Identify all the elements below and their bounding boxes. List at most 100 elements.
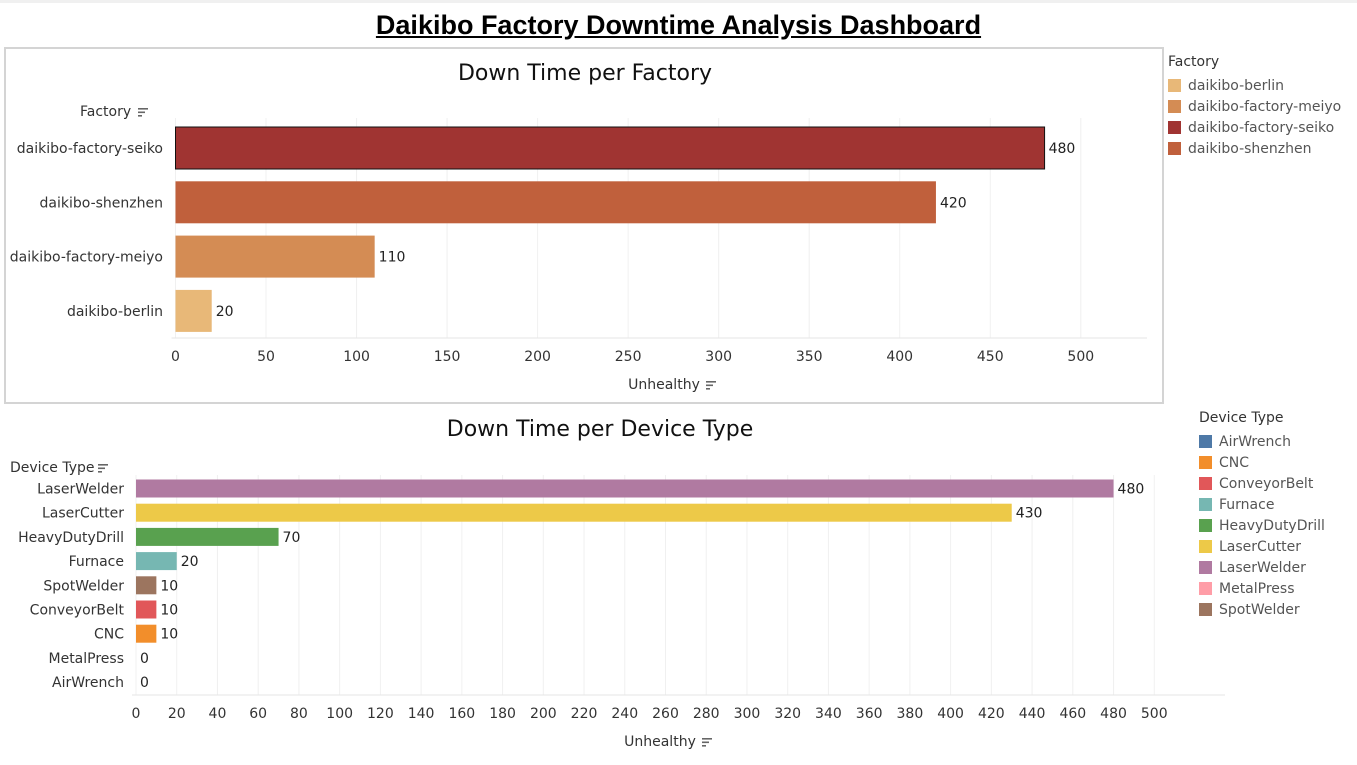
device-x-tick-label: 420 bbox=[978, 706, 1005, 722]
factory-legend-item-daikibo-factory-seiko[interactable]: daikibo-factory-seiko bbox=[1168, 117, 1341, 138]
factory-legend-swatch bbox=[1168, 100, 1181, 113]
factory-bar-daikibo-shenzhen[interactable] bbox=[175, 181, 936, 224]
device-value-label: 70 bbox=[283, 530, 301, 546]
device-bar-laserwelder[interactable] bbox=[136, 479, 1114, 498]
device-value-label: 0 bbox=[140, 675, 149, 691]
factory-x-tick-label: 250 bbox=[615, 349, 642, 365]
device-x-tick-label: 120 bbox=[367, 706, 394, 722]
device-bar-conveyorbelt[interactable] bbox=[136, 600, 157, 619]
device-value-label: 0 bbox=[140, 651, 149, 667]
factory-value-label: 420 bbox=[940, 195, 967, 211]
factory-x-tick-label: 150 bbox=[434, 349, 461, 365]
device-x-tick-label: 360 bbox=[856, 706, 883, 722]
device-legend-label: HeavyDutyDrill bbox=[1219, 517, 1325, 534]
device-legend-swatch bbox=[1199, 603, 1212, 616]
factory-legend-item-daikibo-shenzhen[interactable]: daikibo-shenzhen bbox=[1168, 138, 1341, 159]
device-value-label: 480 bbox=[1118, 482, 1145, 498]
factory-x-tick-label: 400 bbox=[886, 349, 913, 365]
device-legend-swatch bbox=[1199, 477, 1212, 490]
factory-chart-title: Down Time per Factory bbox=[457, 61, 713, 86]
device-x-tick-label: 20 bbox=[168, 706, 186, 722]
device-legend-item-lasercutter[interactable]: LaserCutter bbox=[1199, 536, 1325, 557]
device-x-tick-label: 0 bbox=[132, 706, 141, 722]
device-bar-lasercutter[interactable] bbox=[136, 503, 1012, 522]
device-x-tick-label: 480 bbox=[1100, 706, 1127, 722]
device-bar-spotwelder[interactable] bbox=[136, 576, 157, 595]
device-category-label: AirWrench bbox=[52, 675, 124, 691]
factory-x-tick-label: 0 bbox=[171, 349, 180, 365]
device-bar-furnace[interactable] bbox=[136, 552, 177, 571]
factory-legend-swatch bbox=[1168, 142, 1181, 155]
factory-legend-swatch bbox=[1168, 121, 1181, 134]
device-bar-cnc[interactable] bbox=[136, 624, 157, 643]
top-strip bbox=[0, 0, 1357, 3]
device-legend-label: CNC bbox=[1219, 454, 1250, 471]
device-x-tick-label: 80 bbox=[290, 706, 308, 722]
factory-legend[interactable]: Factory daikibo-berlin daikibo-factory-me… bbox=[1168, 54, 1341, 159]
device-legend-item-airwrench[interactable]: AirWrench bbox=[1199, 431, 1325, 452]
factory-chart-panel[interactable] bbox=[4, 47, 1164, 404]
device-x-tick-label: 280 bbox=[693, 706, 720, 722]
device-x-tick-label: 460 bbox=[1059, 706, 1086, 722]
factory-bar-daikibo-factory-meiyo[interactable] bbox=[175, 235, 375, 278]
factory-y-axis-title: Factory bbox=[80, 104, 131, 120]
factory-value-label: 110 bbox=[379, 250, 406, 266]
factory-y-sort-icon[interactable] bbox=[138, 108, 148, 117]
device-legend[interactable]: Device Type AirWrench CNC ConveyorBelt Furn… bbox=[1199, 410, 1325, 620]
factory-legend-items: daikibo-berlin daikibo-factory-meiyo daiki… bbox=[1168, 75, 1341, 159]
device-legend-item-heavydutydrill[interactable]: HeavyDutyDrill bbox=[1199, 515, 1325, 536]
device-x-tick-label: 240 bbox=[611, 706, 638, 722]
device-x-tick-label: 140 bbox=[408, 706, 435, 722]
device-category-label: HeavyDutyDrill bbox=[18, 530, 124, 546]
factory-x-tick-label: 500 bbox=[1067, 349, 1094, 365]
device-legend-swatch bbox=[1199, 582, 1212, 595]
device-legend-label: Furnace bbox=[1219, 496, 1275, 513]
device-category-label: MetalPress bbox=[49, 651, 125, 667]
device-x-tick-label: 100 bbox=[326, 706, 353, 722]
factory-x-axis-title: Unhealthy bbox=[628, 377, 700, 393]
factory-x-sort-icon[interactable] bbox=[706, 381, 716, 390]
factory-x-tick-label: 350 bbox=[796, 349, 823, 365]
device-legend-items: AirWrench CNC ConveyorBelt Furnace HeavyDuty… bbox=[1199, 431, 1325, 620]
device-legend-swatch bbox=[1199, 561, 1212, 574]
device-category-label: CNC bbox=[94, 627, 124, 643]
device-bar-heavydutydrill[interactable] bbox=[136, 527, 279, 546]
device-legend-title: Device Type bbox=[1199, 410, 1284, 426]
device-legend-item-spotwelder[interactable]: SpotWelder bbox=[1199, 599, 1325, 620]
device-legend-item-cnc[interactable]: CNC bbox=[1199, 452, 1325, 473]
device-legend-item-laserwelder[interactable]: LaserWelder bbox=[1199, 557, 1325, 578]
device-legend-swatch bbox=[1199, 540, 1212, 553]
device-x-tick-label: 60 bbox=[249, 706, 267, 722]
factory-legend-label: daikibo-berlin bbox=[1188, 77, 1285, 94]
factory-value-label: 20 bbox=[216, 304, 234, 320]
device-x-tick-label: 40 bbox=[209, 706, 227, 722]
device-legend-label: LaserWelder bbox=[1219, 559, 1306, 576]
factory-bar-daikibo-berlin[interactable] bbox=[175, 289, 212, 332]
factory-legend-item-daikibo-berlin[interactable]: daikibo-berlin bbox=[1168, 75, 1341, 96]
device-x-tick-label: 440 bbox=[1019, 706, 1046, 722]
factory-category-label: daikibo-shenzhen bbox=[40, 195, 163, 211]
factory-bar-daikibo-factory-seiko[interactable] bbox=[175, 126, 1046, 170]
device-legend-label: MetalPress bbox=[1219, 580, 1295, 597]
device-legend-label: SpotWelder bbox=[1219, 601, 1300, 618]
factory-legend-title: Factory bbox=[1168, 54, 1220, 70]
factory-legend-label: daikibo-factory-meiyo bbox=[1188, 98, 1342, 115]
device-legend-swatch bbox=[1199, 435, 1212, 448]
device-value-label: 10 bbox=[160, 627, 178, 643]
device-y-sort-icon[interactable] bbox=[98, 464, 108, 473]
device-x-sort-icon[interactable] bbox=[702, 738, 712, 747]
device-x-tick-label: 180 bbox=[489, 706, 516, 722]
device-value-label: 10 bbox=[160, 578, 178, 594]
factory-x-tick-label: 300 bbox=[705, 349, 732, 365]
device-legend-item-conveyorbelt[interactable]: ConveyorBelt bbox=[1199, 473, 1325, 494]
device-category-label: SpotWelder bbox=[43, 578, 124, 594]
device-value-label: 20 bbox=[181, 554, 199, 570]
factory-legend-item-daikibo-factory-meiyo[interactable]: daikibo-factory-meiyo bbox=[1168, 96, 1341, 117]
factory-legend-label: daikibo-shenzhen bbox=[1188, 140, 1312, 157]
device-category-label: Furnace bbox=[69, 554, 124, 570]
device-legend-item-furnace[interactable]: Furnace bbox=[1199, 494, 1325, 515]
device-value-label: 10 bbox=[160, 603, 178, 619]
device-legend-item-metalpress[interactable]: MetalPress bbox=[1199, 578, 1325, 599]
device-x-axis-title: Unhealthy bbox=[624, 734, 696, 750]
